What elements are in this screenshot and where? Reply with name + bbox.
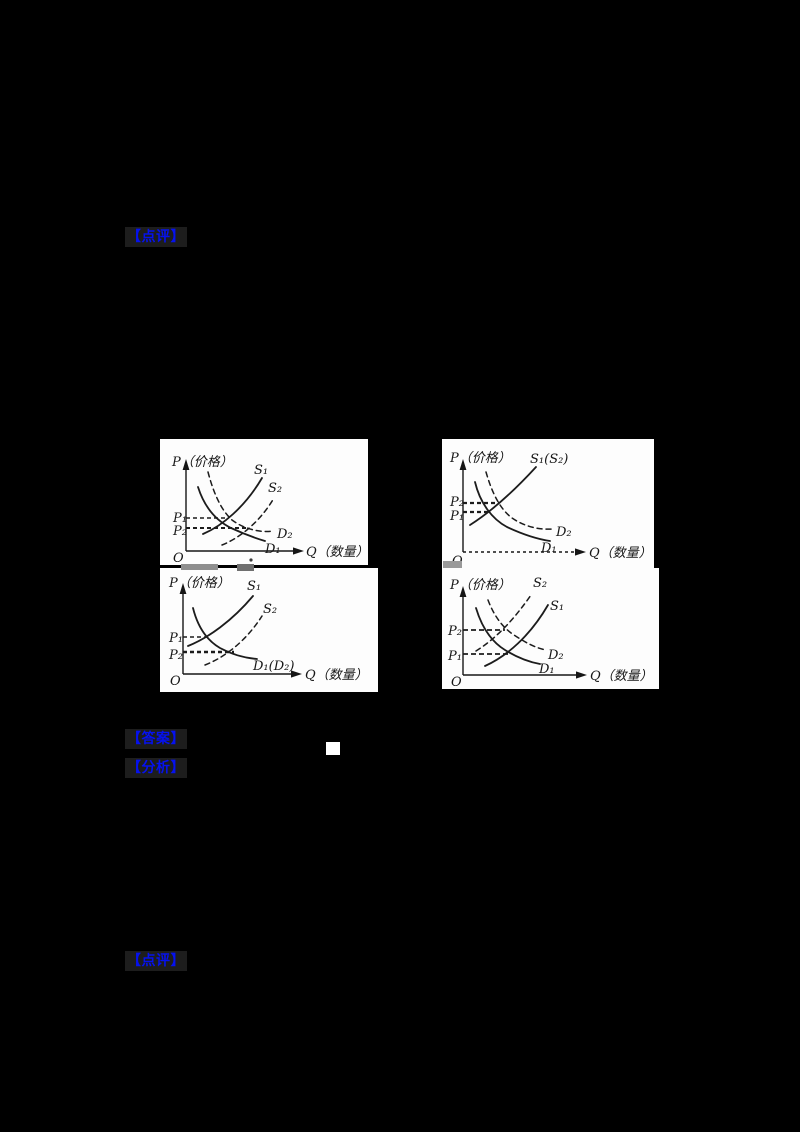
demand-curve-d2 [207,471,275,533]
y-axis-arrow-icon [182,459,190,470]
demand-curve-d1d2 [192,607,258,660]
demand-curve-d2 [487,599,547,651]
demand-curve-d2 [485,471,554,530]
x-axis-arrow-icon [575,548,586,556]
curve-label-d2: D₂ [276,527,293,542]
scan-smudge-artifact [237,564,254,571]
supply-curve-s2 [221,497,275,546]
price-label-p1: P₁ [168,631,183,646]
curve-label-d1: D₁ [264,542,281,557]
quantity-axis-label: Q（数量） [590,668,653,684]
y-axis-arrow-icon [459,586,467,597]
curve-label-d2: D₂ [547,648,564,663]
curve-label-s2: S₂ [268,481,282,496]
curve-label-d1: D₁ [538,662,555,677]
figure-d-panel: P（价格） Q（数量） O S₂ S₁ D₂ D₁ P₂ P₁ [442,568,659,689]
origin-label: O [173,551,184,565]
figure-b-panel: P（价格） Q（数量） O S₁(S₂) D₁ D₂ P₂ P₁ [442,439,654,570]
demand-curve-d1 [474,481,551,542]
figure-a-svg: P（价格） Q（数量） O S₁ S₂ D₁ D₂ P₁ P₂ [171,454,368,565]
supply-curve-s1 [484,604,549,667]
x-axis-arrow-icon [576,671,587,679]
marker-answer: 【答案】 [125,729,187,749]
figure-c-panel: P（价格） Q（数量） O S₁ S₂ D₁(D₂) P₁ P₂ [160,568,378,692]
marker-comment-previous: 【点评】 [125,227,187,247]
price-label-p2: P₂ [449,495,464,510]
scan-dot-artifact [249,558,253,562]
scan-smudge-artifact [181,564,218,570]
curve-label-d1d2: D₁(D₂) [252,659,294,674]
price-label-p1: P₁ [449,509,464,524]
y-axis-arrow-icon [179,583,187,594]
supply-curve-s2 [204,615,263,666]
x-axis-arrow-icon [293,547,304,555]
figure-a-panel: P（价格） Q（数量） O S₁ S₂ D₁ D₂ P₁ P₂ [160,439,368,565]
demand-curve-d1 [475,607,541,665]
price-label-p1: P₁ [172,511,187,526]
price-label-p2: P₂ [172,524,187,539]
price-axis-label: P（价格） [171,454,233,470]
price-label-p2: P₂ [447,624,462,639]
quantity-axis-label: Q（数量） [306,544,368,560]
figure-b-svg: P（价格） Q（数量） O S₁(S₂) D₁ D₂ P₂ P₁ [449,450,652,569]
figure-c-svg: P（价格） Q（数量） O S₁ S₂ D₁(D₂) P₁ P₂ [168,575,368,689]
curve-label-d1: D₁ [540,541,557,556]
price-label-p2: P₂ [168,648,183,663]
answer-placeholder [326,742,340,755]
quantity-axis-label: Q（数量） [305,667,368,683]
quantity-axis-label: Q（数量） [589,545,652,561]
curve-label-s1: S₁ [550,599,564,614]
price-axis-label: P（价格） [168,575,230,591]
curve-label-d2: D₂ [555,525,572,540]
demand-curve-d1 [197,486,266,542]
curve-label-s1: S₁ [254,463,268,478]
price-axis-label: P（价格） [449,577,511,593]
supply-curve-s1 [187,595,254,647]
supply-curve-s2 [475,594,532,652]
supply-curve-s1s2 [469,466,537,526]
x-axis-arrow-icon [291,670,302,678]
origin-label: O [170,674,181,689]
marker-comment: 【点评】 [125,951,187,971]
curve-label-s1: S₁ [247,579,261,594]
curve-label-s2: S₂ [533,576,547,591]
curve-label-s1s2: S₁(S₂) [530,452,568,467]
supply-curve-s1 [202,477,263,535]
origin-label: O [451,675,462,689]
curve-label-s2: S₂ [263,602,277,617]
scan-smudge-artifact [443,561,462,568]
figure-d-svg: P（价格） Q（数量） O S₂ S₁ D₂ D₁ P₂ P₁ [447,576,653,689]
y-axis-arrow-icon [459,459,467,470]
marker-analysis: 【分析】 [125,758,187,778]
price-axis-label: P（价格） [449,450,511,466]
price-label-p1: P₁ [447,649,462,664]
